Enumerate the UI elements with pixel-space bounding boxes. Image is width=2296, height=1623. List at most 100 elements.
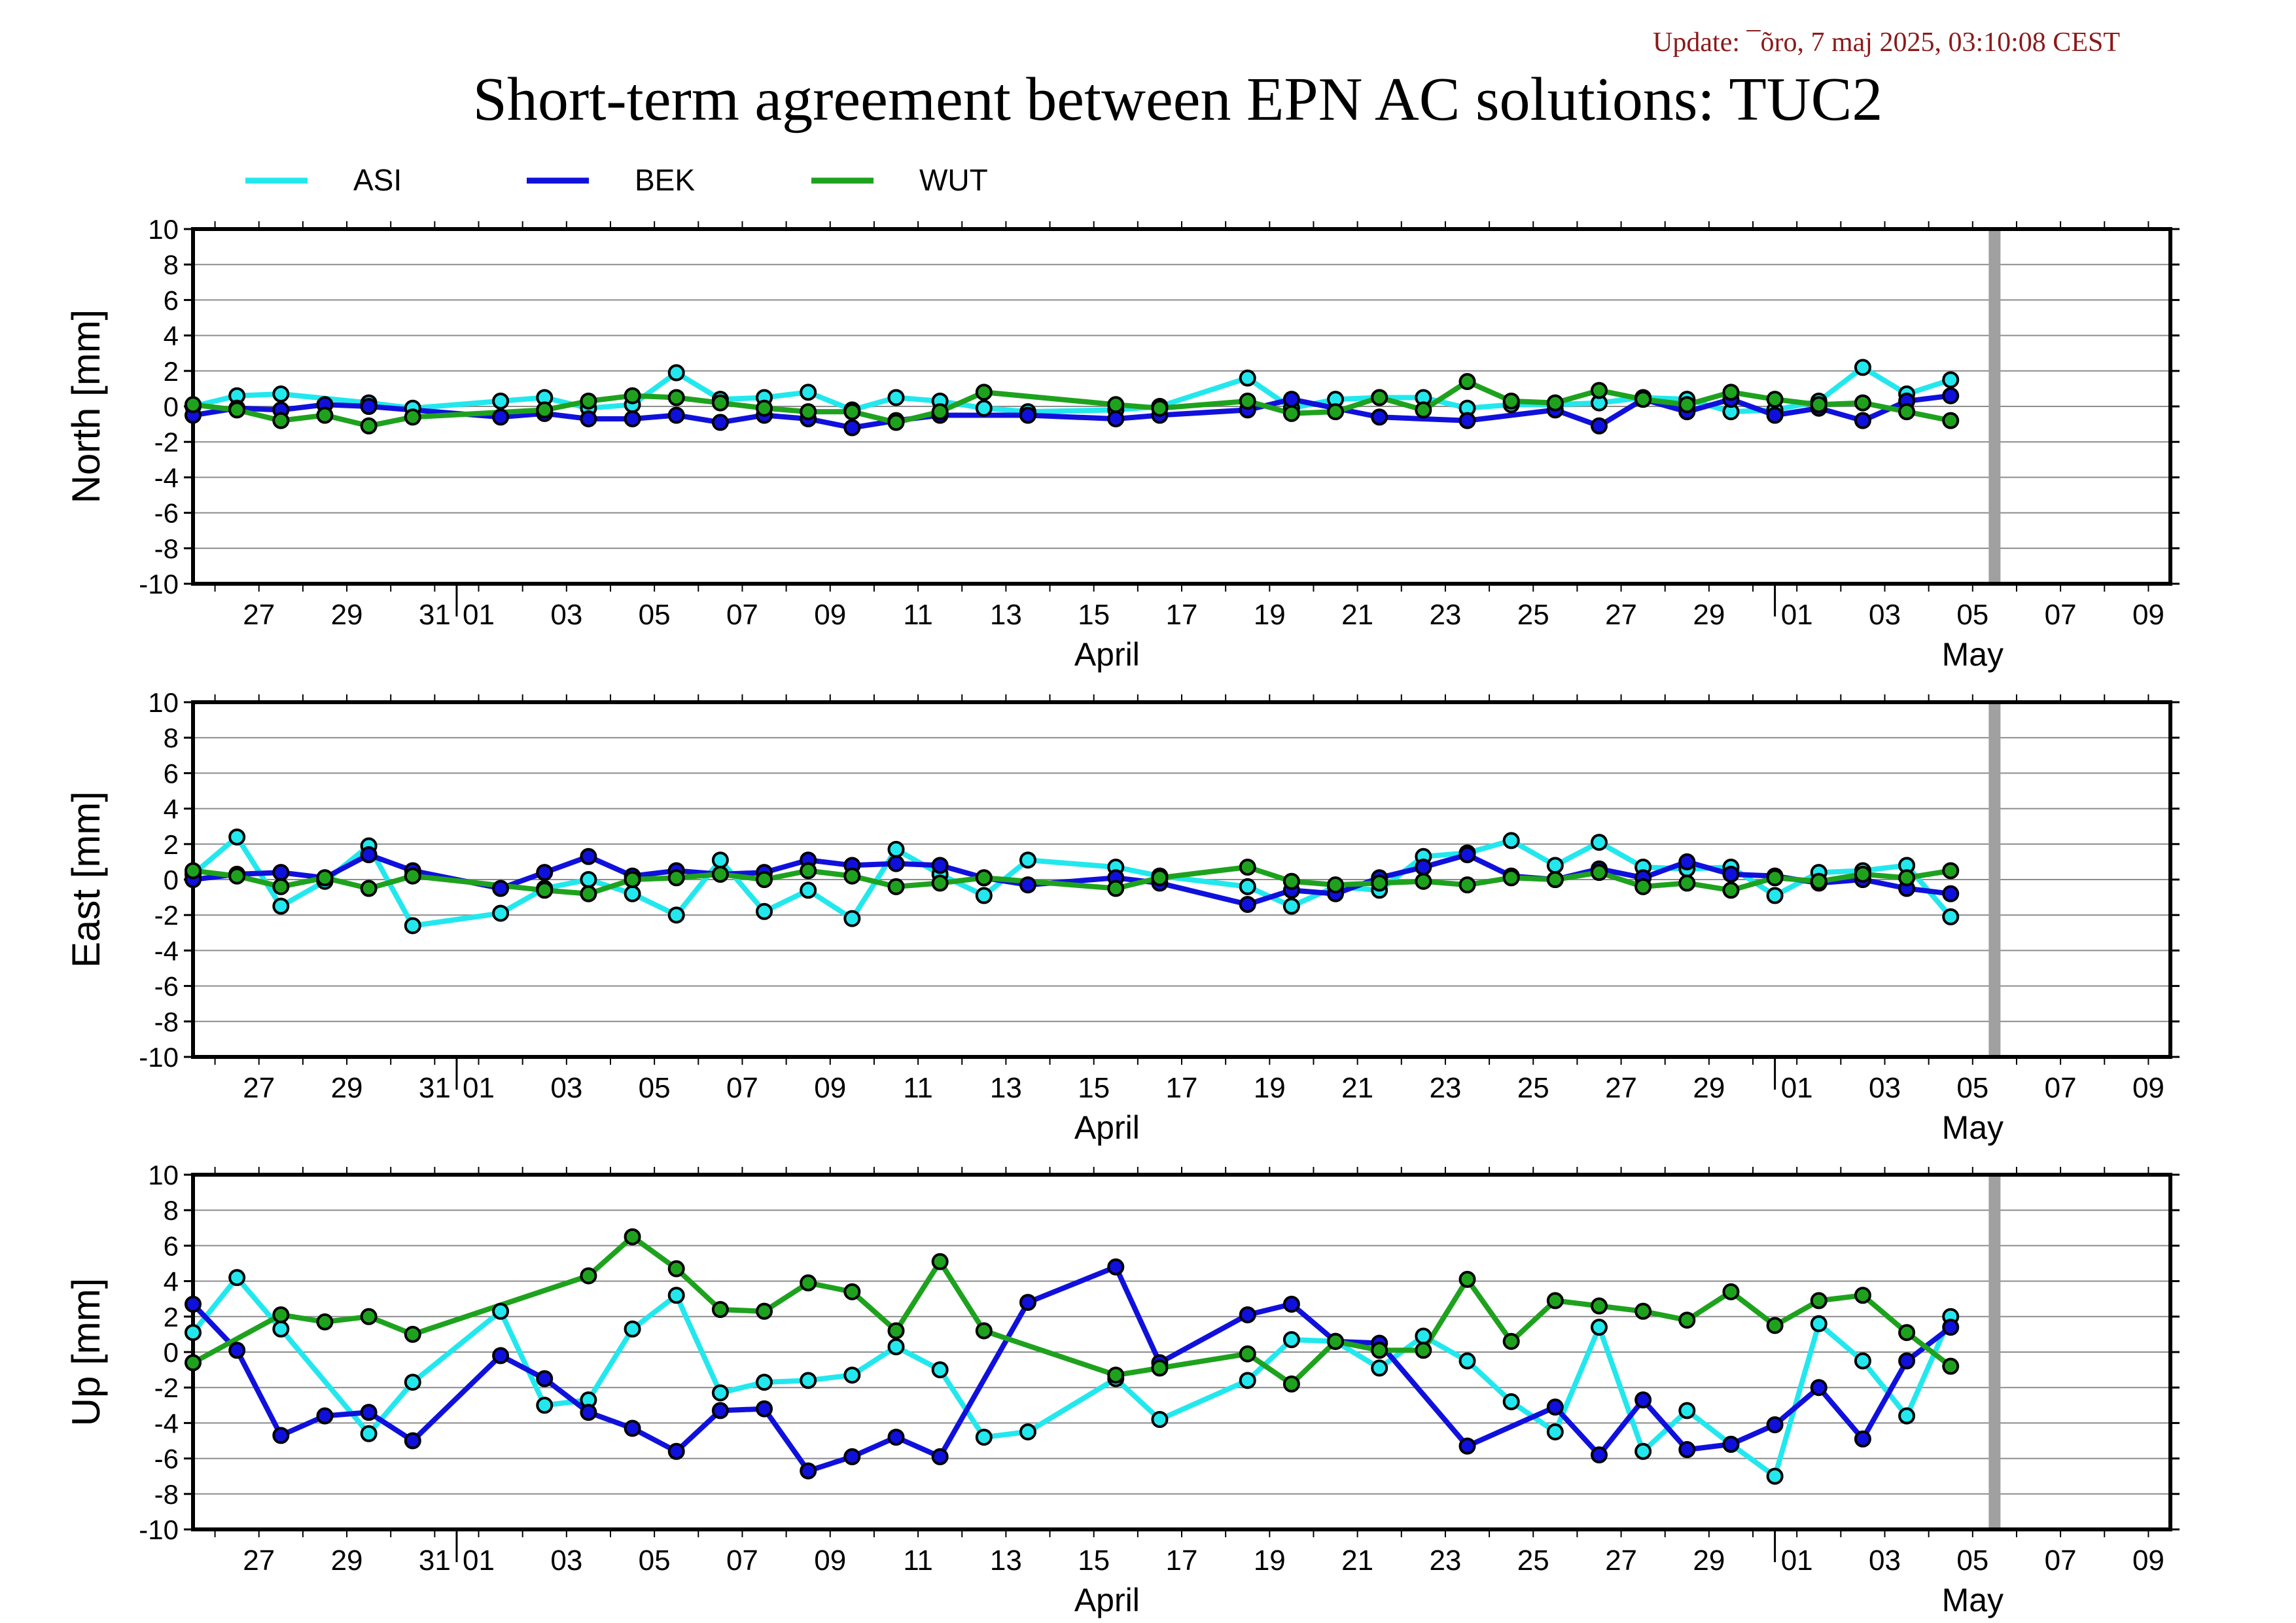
data-point-wut: [1151, 1359, 1169, 1377]
data-point-bek: [1766, 1416, 1784, 1434]
data-point-asi: [1854, 1352, 1871, 1370]
data-point-bek: [843, 1448, 861, 1465]
data-point-wut: [1634, 391, 1652, 408]
data-point-bek: [1415, 859, 1432, 876]
data-point-asi: [756, 1374, 773, 1391]
data-point-wut: [843, 403, 861, 421]
x-tick-label: 01: [463, 599, 495, 631]
data-point-asi: [1678, 1402, 1696, 1419]
data-point-asi: [887, 840, 905, 858]
y-axis-label: Up [mm]: [64, 1278, 108, 1427]
data-point-asi: [1371, 1359, 1388, 1377]
data-point-wut: [1678, 1311, 1696, 1329]
data-point-bek: [536, 1370, 554, 1387]
data-point-wut: [1327, 876, 1345, 894]
data-point-asi: [1502, 1393, 1520, 1410]
data-point-wut: [1546, 394, 1564, 412]
x-tick-label: 29: [331, 599, 363, 631]
data-point-wut: [1327, 1332, 1345, 1350]
data-point-wut: [1107, 396, 1125, 414]
data-point-asi: [492, 1302, 510, 1320]
data-point-bek: [1810, 1379, 1828, 1397]
data-point-bek: [272, 1427, 290, 1444]
y-tick-label: 4: [164, 321, 179, 351]
x-tick-label: 31: [419, 1544, 451, 1577]
x-tick-label: 23: [1429, 1072, 1461, 1104]
data-point-wut: [1371, 1342, 1388, 1359]
chart-title: Short-term agreement between EPN AC solu…: [473, 65, 1883, 134]
data-point-asi: [272, 385, 290, 403]
data-point-wut: [360, 1308, 378, 1325]
series-line-bek: [193, 1264, 1952, 1474]
data-point-wut: [185, 396, 202, 414]
legend-item-wut: WUT: [811, 163, 988, 197]
data-point-wut: [975, 1322, 993, 1340]
data-point-wut: [1634, 878, 1652, 895]
data-point-wut: [1678, 396, 1696, 414]
y-tick-label: 10: [148, 1160, 179, 1190]
data-point-asi: [1546, 1423, 1564, 1440]
data-point-wut: [316, 1313, 334, 1330]
data-point-wut: [404, 1325, 421, 1343]
data-point-wut: [1942, 1357, 1960, 1375]
y-tick-label: 6: [164, 285, 179, 315]
legend-label: ASI: [353, 163, 402, 197]
x-tick-label: 15: [1078, 1544, 1110, 1577]
y-tick-label: 10: [148, 214, 179, 245]
x-tick-label: 03: [550, 1072, 582, 1104]
y-tick-label: 4: [164, 1266, 179, 1297]
data-point-asi: [228, 1269, 246, 1287]
data-point-wut: [1458, 373, 1476, 391]
data-point-wut: [1107, 1366, 1125, 1384]
data-point-bek: [536, 864, 554, 882]
data-point-wut: [228, 401, 246, 419]
data-point-wut: [756, 399, 773, 417]
y-tick-label: 0: [164, 1337, 179, 1368]
data-point-wut: [316, 406, 334, 424]
data-point-asi: [1942, 371, 1960, 389]
data-point-asi: [975, 1429, 993, 1446]
data-point-bek: [1458, 412, 1476, 429]
data-point-asi: [624, 1320, 641, 1338]
data-point-wut: [185, 1354, 202, 1372]
x-tick-label: 05: [639, 599, 671, 631]
data-point-bek: [887, 1429, 905, 1446]
data-point-asi: [580, 871, 597, 888]
data-point-wut: [1415, 1342, 1432, 1359]
data-point-bek: [1458, 846, 1476, 864]
y-tick-label: 8: [164, 249, 179, 280]
x-tick-label: 27: [243, 1072, 275, 1104]
y-tick-label: 2: [164, 356, 179, 387]
data-point-bek: [1282, 391, 1300, 408]
data-point-wut: [1151, 869, 1169, 887]
data-point-wut: [1502, 392, 1520, 410]
data-point-bek: [492, 1347, 510, 1364]
x-tick-label: 29: [331, 1072, 363, 1104]
data-point-asi: [1151, 1410, 1169, 1428]
data-point-bek: [272, 864, 290, 882]
data-point-asi: [1766, 887, 1784, 904]
data-point-asi: [667, 1287, 685, 1304]
y-tick-label: 0: [164, 865, 179, 895]
x-tick-label: 29: [331, 1544, 363, 1577]
data-point-bek: [360, 846, 378, 864]
y-tick-label: -8: [154, 1007, 179, 1037]
data-point-wut: [711, 865, 729, 883]
data-point-wut: [360, 880, 378, 897]
x-tick-label: 07: [2045, 1544, 2077, 1577]
x-tick-label: 19: [1254, 1072, 1286, 1104]
data-point-bek: [1239, 895, 1256, 913]
data-point-bek: [1107, 410, 1125, 427]
x-tick-label: 09: [814, 599, 846, 631]
data-point-bek: [1546, 1399, 1564, 1416]
data-point-bek: [1942, 387, 1960, 404]
data-point-wut: [404, 408, 421, 426]
data-point-bek: [624, 1419, 641, 1437]
data-point-asi: [1634, 1442, 1652, 1460]
data-point-wut: [1766, 391, 1784, 408]
data-point-wut: [1239, 1345, 1256, 1363]
data-point-bek: [1678, 1441, 1696, 1459]
data-point-bek: [1590, 417, 1608, 435]
data-point-wut: [1678, 874, 1696, 892]
